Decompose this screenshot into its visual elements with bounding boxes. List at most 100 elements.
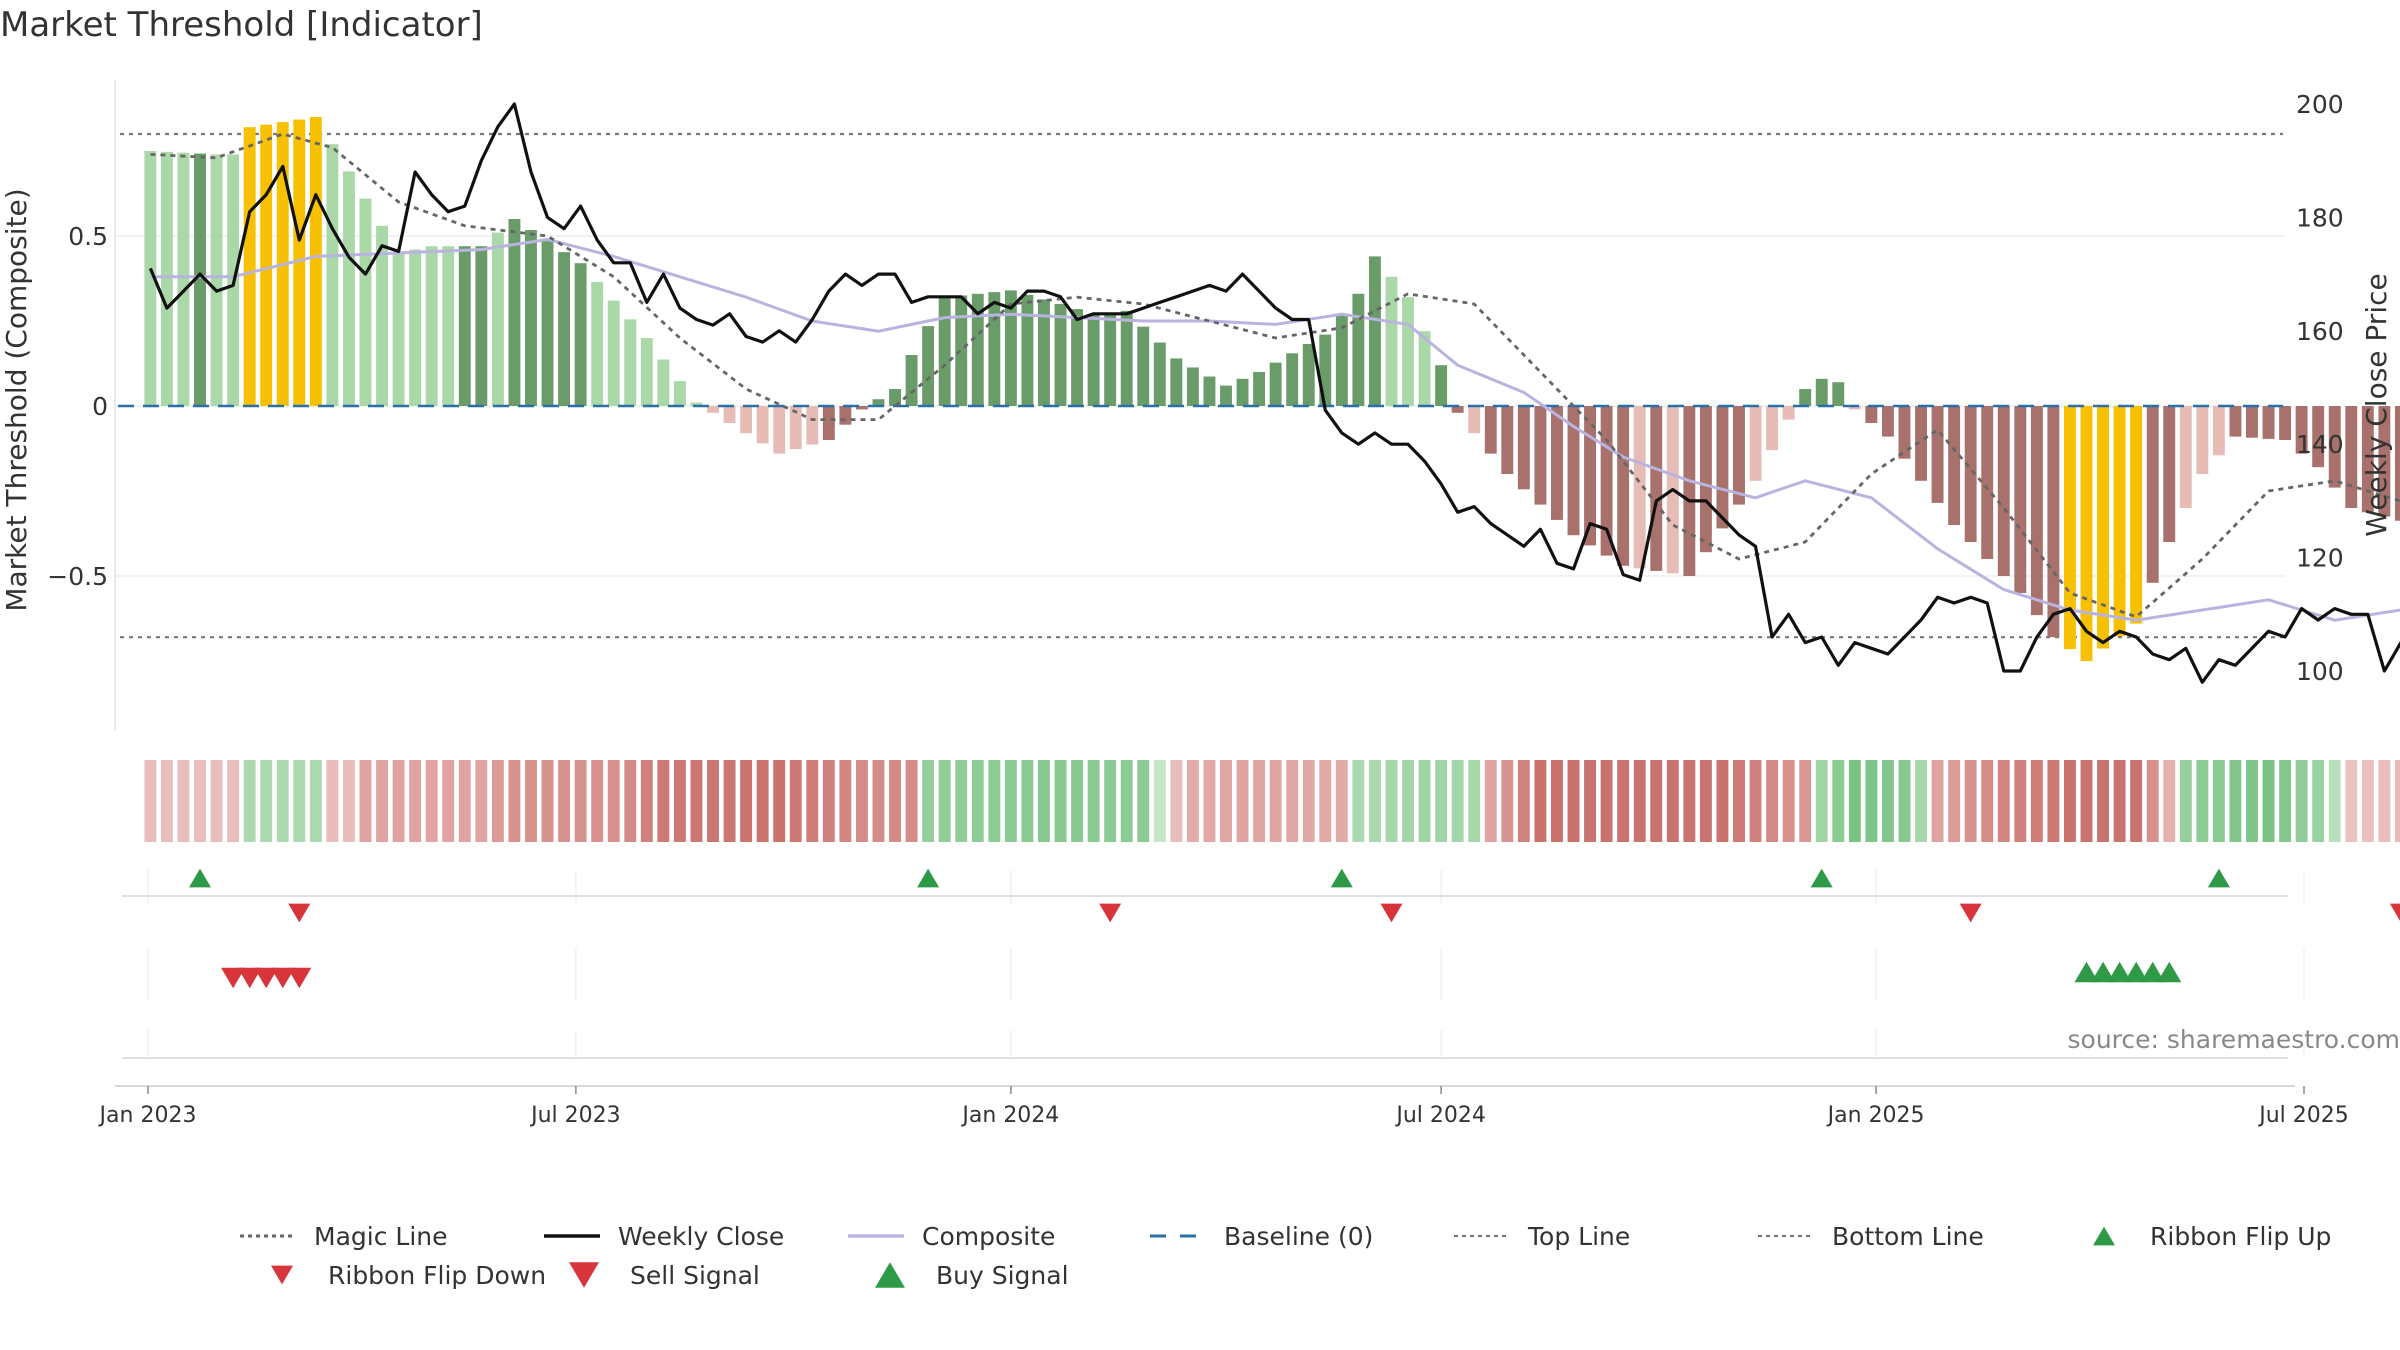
ribbon-cell (1269, 760, 1282, 842)
source-note: source: sharemaestro.com (2068, 1025, 2400, 1054)
ribbon-cell (2229, 760, 2242, 842)
ribbon-cell (1137, 760, 1150, 842)
legend-item: Top Line (1454, 1222, 1630, 1251)
composite-bar (822, 406, 835, 440)
composite-bar (260, 124, 273, 407)
ribbon-cell (1253, 760, 1266, 842)
left-y-axis: 0.5 0 −0.5 (47, 222, 108, 591)
composite-bar (1848, 406, 1861, 410)
composite-bar (2378, 406, 2391, 517)
ribbon-cell (2014, 760, 2027, 842)
ribbon-cell (1848, 760, 1861, 842)
ribbon-cell (2064, 760, 2076, 842)
main-panel: 0.5 0 −0.5 200 180 160 140 120 100 Market Thres… (0, 80, 2400, 730)
ribbon-cell (1451, 760, 1464, 842)
ribbon-cell (2196, 760, 2209, 842)
ribbon-cell (1435, 760, 1448, 842)
composite-bar (1451, 406, 1464, 413)
composite-bar (971, 293, 984, 406)
ribbon-cell (458, 760, 471, 842)
ribbon-cell (1385, 760, 1398, 842)
ribbon-cell (2378, 760, 2391, 842)
ribbon-cell (409, 760, 422, 842)
ribbon-cell (789, 760, 802, 842)
composite-bar (756, 406, 769, 444)
ribbon-cell (591, 760, 604, 842)
signal-panels (122, 868, 2400, 1059)
composite-bar (2361, 406, 2374, 513)
composite-bar (1468, 406, 1481, 434)
composite-bar (988, 292, 1001, 406)
composite-bar (2212, 406, 2225, 456)
ribbon-cell (1352, 760, 1365, 842)
ribbon-flip-up-marker (1330, 868, 1353, 888)
composite-bar (889, 389, 901, 406)
ribbon-cell (1534, 760, 1547, 842)
composite-bar (309, 117, 322, 406)
composite-bar (2113, 406, 2126, 637)
composite-bar (723, 406, 736, 423)
ribbon-cell (1749, 760, 1762, 842)
composite-bar (359, 198, 372, 406)
composite-bar (1898, 406, 1911, 459)
ribbon-cell (508, 760, 521, 842)
composite-bar (2229, 406, 2242, 437)
composite-bar (1402, 297, 1414, 406)
legend-label: Ribbon Flip Down (328, 1261, 546, 1290)
ribbon-cell (525, 760, 537, 842)
x-tick-label: Jul 2023 (529, 1103, 621, 1128)
ribbon-cell (1633, 760, 1646, 842)
legend-label: Bottom Line (1832, 1222, 1984, 1251)
composite-bar (1220, 385, 1232, 406)
buy-signal-marker (2091, 961, 2116, 983)
sell-signal-marker (221, 967, 246, 989)
ribbon-flip-down-marker (1959, 903, 1982, 923)
composite-bar (1997, 406, 2010, 576)
sell-signal-marker (237, 967, 262, 989)
right-tick-label: 180 (2296, 203, 2344, 232)
composite-bar (2097, 406, 2110, 649)
composite-bar (839, 406, 852, 425)
composite-bar (1368, 256, 1381, 406)
composite-bar (293, 119, 306, 407)
buy-signal-marker (2140, 961, 2165, 983)
ribbon-cell (1915, 760, 1927, 842)
ribbon-cell (1782, 760, 1795, 842)
ribbon-cell (1220, 760, 1232, 842)
ribbon-cell (2279, 760, 2292, 842)
left-tick-label: −0.5 (47, 562, 108, 591)
ribbon-cell (839, 760, 852, 842)
ribbon-cell (2113, 760, 2126, 842)
ribbon-cell (756, 760, 769, 842)
ribbon-cell (1203, 760, 1216, 842)
ribbon-cell (2130, 760, 2143, 842)
composite-bar (657, 359, 670, 406)
ribbon-cell (988, 760, 1001, 842)
composite-bar (1865, 406, 1878, 423)
buy-signal-marker (2157, 961, 2182, 983)
ribbon-cell (1881, 760, 1894, 842)
composite-bar (1253, 372, 1266, 406)
composite-bar (690, 402, 703, 406)
ribbon-flip-down-marker (1099, 903, 1122, 923)
ribbon-cell (1038, 760, 1050, 842)
legend-item: Composite (848, 1222, 1055, 1251)
composite-bar (1981, 406, 1994, 559)
composite-bar (789, 406, 802, 450)
legend-swatch (569, 1262, 599, 1288)
composite-bar (177, 152, 190, 406)
ribbon-cell (1799, 760, 1812, 842)
ribbon-cell (1501, 760, 1514, 842)
ribbon-cell (160, 760, 173, 842)
ribbon-cell (1087, 760, 1100, 842)
ribbon-cell (1236, 760, 1249, 842)
ribbon-cell (1997, 760, 2010, 842)
composite-bar (1104, 312, 1117, 406)
ribbon-cell (475, 760, 488, 842)
composite-bar (1501, 406, 1514, 474)
ribbon-cell (1302, 760, 1315, 842)
left-axis-label: Market Threshold (Composite) (0, 188, 33, 611)
composite-bar (707, 406, 719, 413)
composite-bar (640, 338, 653, 406)
